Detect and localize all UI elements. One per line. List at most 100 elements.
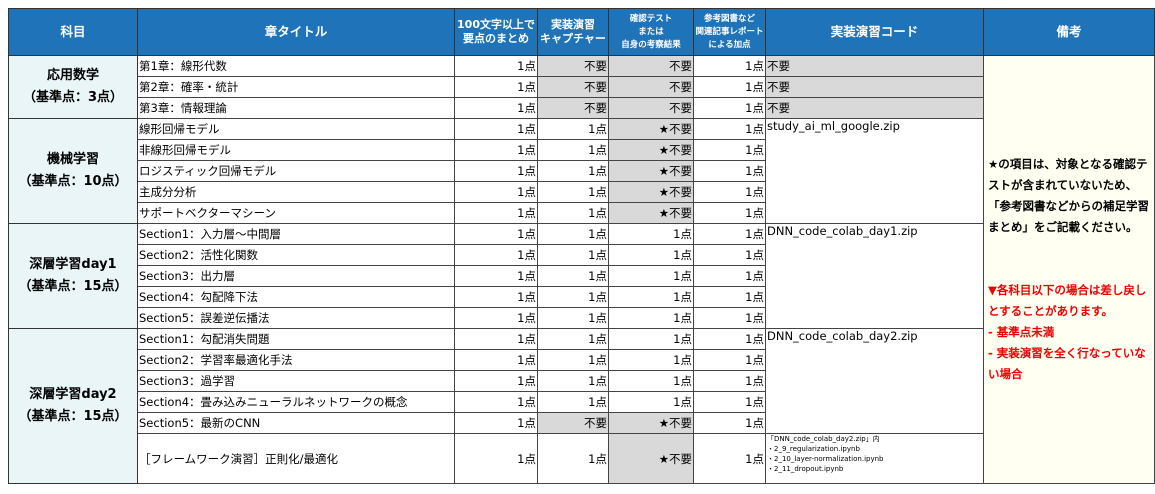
chapter-title: Section1：勾配消失問題: [137, 328, 455, 350]
score-c1: 1点: [454, 244, 538, 266]
score-c1: 1点: [454, 202, 538, 224]
score-c2: 1点: [537, 265, 609, 287]
score-c4: 1点: [693, 55, 766, 77]
code-cell: DNN_code_colab_day2.zip: [765, 328, 984, 434]
score-c4: 1点: [693, 391, 766, 413]
score-c1: 1点: [454, 286, 538, 308]
table-row: ロジスティック回帰モデル 1点 1点 ★不要 1点: [9, 160, 1155, 182]
table-row: 深層学習day2 （基準点：15点） Section1：勾配消失問題 1点 1点 1点 1点…: [8, 328, 1155, 484]
score-c4: 1点: [693, 328, 766, 350]
score-c2: 不要: [537, 76, 609, 98]
score-c1: 1点: [454, 160, 538, 182]
score-c4: 1点: [693, 118, 766, 140]
subject-name: 深層学習day1: [29, 257, 117, 272]
score-c2: 1点: [537, 139, 609, 161]
chapter-title: 第2章：確率・統計: [137, 76, 455, 98]
score-c3: ★不要: [608, 139, 694, 161]
column-header: 実装演習 キャプチャー: [537, 8, 609, 56]
score-c2: 1点: [537, 349, 609, 371]
score-c2: 1点: [537, 307, 609, 329]
chapter-title: Section5：誤差逆伝播法: [137, 307, 455, 329]
code-cell: DNN_code_colab_day1.zip: [765, 223, 984, 329]
score-c3: 不要: [608, 97, 694, 119]
spacer: [988, 238, 1150, 280]
code-cell: 不要: [765, 55, 984, 77]
chapter-title: 線形回帰モデル: [137, 118, 455, 140]
score-c4: 1点: [693, 76, 766, 98]
subject-cell: 応用数学 （基準点：3点）: [8, 55, 138, 119]
score-c4: 1点: [693, 139, 766, 161]
score-c2: 1点: [537, 223, 609, 245]
column-header: 実装演習コード: [765, 8, 984, 56]
table-row: サポートベクターマシーン 1点 1点 ★不要 1点: [9, 202, 1155, 224]
score-c3: 1点: [608, 286, 694, 308]
score-c2: 不要: [537, 97, 609, 119]
note-star: ★の項目は、対象となる確認テストが含まれていないため、「参考図書などからの補足学…: [988, 157, 1149, 234]
subject-base-score: （基準点：15点）: [18, 279, 128, 294]
chapter-title: Section5：最新のCNN: [137, 412, 455, 434]
column-header: 章タイトル: [137, 8, 455, 56]
score-c1: 1点: [454, 223, 538, 245]
chapter-title: 非線形回帰モデル: [137, 139, 455, 161]
score-c3: 1点: [608, 391, 694, 413]
score-c3: 1点: [608, 307, 694, 329]
score-c1: 1点: [454, 139, 538, 161]
score-c1: 1点: [454, 349, 538, 371]
subject-name: 深層学習day2: [29, 387, 117, 402]
score-c1: 1点: [454, 307, 538, 329]
column-header: 科目: [8, 8, 138, 56]
table-row: Section4：畳み込みニューラルネットワークの概念 1点 1点 1点 1点: [9, 391, 1155, 413]
score-c2: 不要: [537, 412, 609, 434]
score-c4: 1点: [693, 181, 766, 203]
subject-cell: 深層学習day2 （基準点：15点）: [8, 328, 138, 484]
table-row: Section2：学習率最適化手法 1点 1点 1点 1点: [9, 349, 1155, 371]
column-header: 確認テスト または 自身の考察結果: [608, 8, 694, 56]
grading-sheet: 科目 章タイトル 100文字以上で 要点のまとめ 実装演習 キャプチャー 確認テスト ま…: [8, 8, 1155, 484]
subject-name: 機械学習: [46, 152, 99, 167]
table-row: 応用数学 （基準点：3点） 第1章：線形代数 1点 不要 不要 1点 不要 ★の項目は、対象とな…: [8, 55, 1155, 484]
chapter-title: ［フレームワーク演習］正則化/最適化: [137, 433, 455, 484]
score-c4: 1点: [693, 223, 766, 245]
score-c1: 1点: [454, 181, 538, 203]
score-c2: 1点: [537, 391, 609, 413]
score-c4: 1点: [693, 244, 766, 266]
score-c2: 1点: [537, 328, 609, 350]
score-c1: 1点: [454, 265, 538, 287]
score-c3: 不要: [608, 76, 694, 98]
column-header: 備考: [983, 8, 1155, 56]
score-c1: 1点: [454, 97, 538, 119]
score-c3: 1点: [608, 370, 694, 392]
score-c3: ★不要: [608, 160, 694, 182]
score-c3: ★不要: [608, 433, 694, 484]
score-c4: 1点: [693, 286, 766, 308]
chapter-title: Section3：出力層: [137, 265, 455, 287]
score-c3: 不要: [608, 55, 694, 77]
score-c2: 1点: [537, 160, 609, 182]
chapter-title: サポートベクターマシーン: [137, 202, 455, 224]
score-c1: 1点: [454, 433, 538, 484]
score-c3: 1点: [608, 244, 694, 266]
subject-base-score: （基準点：10点）: [18, 174, 128, 189]
chapter-title: ロジスティック回帰モデル: [137, 160, 455, 182]
score-c3: 1点: [608, 349, 694, 371]
score-c3: ★不要: [608, 202, 694, 224]
chapter-title: Section4：勾配降下法: [137, 286, 455, 308]
score-c1: 1点: [454, 55, 538, 77]
score-c2: 1点: [537, 433, 609, 484]
score-c3: 1点: [608, 223, 694, 245]
header-row: 科目 章タイトル 100文字以上で 要点のまとめ 実装演習 キャプチャー 確認テスト ま…: [8, 8, 1155, 56]
score-c2: 不要: [537, 55, 609, 77]
chapter-title: 第1章：線形代数: [137, 55, 455, 77]
score-c2: 1点: [537, 244, 609, 266]
score-c4: 1点: [693, 160, 766, 182]
note-warning-item: - 実装演習を全く行なっていない場合: [988, 346, 1146, 381]
code-cell: 不要: [765, 76, 984, 98]
subject-base-score: （基準点：15点）: [18, 409, 128, 424]
score-c4: 1点: [693, 202, 766, 224]
table-row: 非線形回帰モデル 1点 1点 ★不要 1点: [9, 139, 1155, 161]
chapter-title: 主成分分析: [137, 181, 455, 203]
note-warning: ▼各科目以下の場合は差し戻しとすることがあります。: [988, 283, 1147, 318]
table-row: 深層学習day1 （基準点：15点） Section1：入力層～中間層 1点 1点 1点 1…: [8, 223, 1155, 329]
note-warning-item: - 基準点未満: [988, 325, 1055, 339]
chapter-title: 第3章：情報理論: [137, 97, 455, 119]
